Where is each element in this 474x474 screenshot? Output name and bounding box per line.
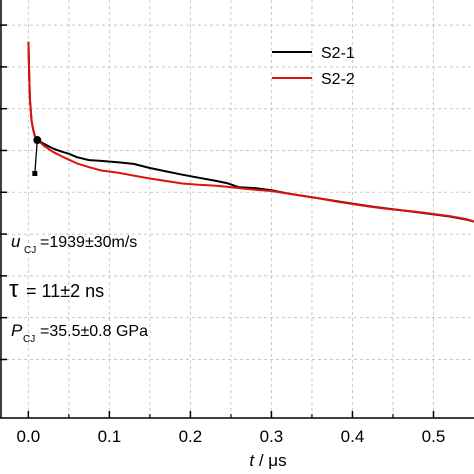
legend-label-s2-1: S2-1: [321, 45, 355, 62]
annotation-ucj-sub: CJ: [24, 245, 36, 256]
x-tick-label: 0.1: [98, 427, 122, 446]
x-axis-title: t / μs: [249, 451, 286, 470]
annotation-tau-symbol: τ: [9, 276, 19, 303]
legend-label-s2-2: S2-2: [321, 71, 355, 88]
x-tick-label: 0.5: [422, 427, 446, 446]
axes: 0.0 0.1 0.2 0.3 0.4 0.5: [0, 0, 474, 446]
annotation-pcj-value: =35.5±0.8 GPa: [40, 323, 148, 340]
grid: [0, 0, 474, 418]
annotation-ucj-value: =1939±30m/s: [40, 234, 137, 251]
marker-layer: [32, 136, 42, 176]
x-tick-label: 0.0: [17, 427, 41, 446]
x-tick-label: 0.3: [260, 427, 284, 446]
x-tick-label: 0.4: [341, 427, 365, 446]
annotation-pcj-sub: CJ: [23, 334, 35, 345]
annotation-pcj-var: P: [11, 321, 23, 340]
legend: S2-1 S2-2: [272, 45, 355, 88]
annotation-ucj-var: u: [11, 232, 21, 251]
annotation-ucj: u CJ =1939±30m/s: [11, 232, 137, 256]
cj-drop-arrow: [32, 170, 38, 176]
x-axis-title-var: t: [249, 451, 255, 470]
cj-drop-line: [34, 139, 38, 174]
annotation-tau-value: = 11±2 ns: [26, 281, 104, 301]
cj-point-marker: [33, 136, 42, 145]
annotation-pcj: P CJ =35.5±0.8 GPa: [11, 321, 148, 345]
annotation-tau: τ = 11±2 ns: [9, 276, 104, 303]
x-tick-label: 0.2: [179, 427, 203, 446]
x-axis-title-unit: / μs: [254, 451, 286, 470]
